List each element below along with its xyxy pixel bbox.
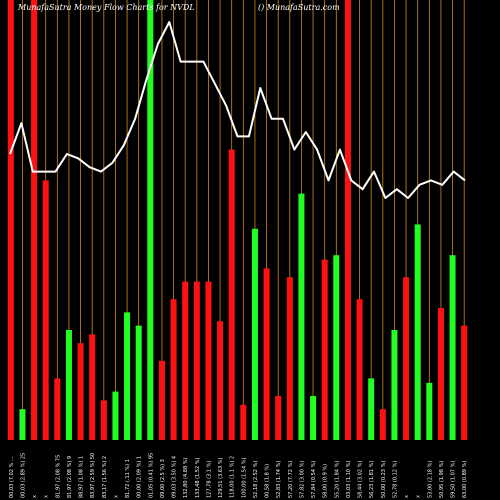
flow-bar bbox=[344, 0, 351, 440]
flow-bar bbox=[310, 396, 317, 440]
x-tick-label: 58,44 (3.02 %) bbox=[358, 461, 364, 498]
x-tick-label: 81,72 (.11 %) 1 bbox=[125, 459, 131, 498]
x-tick-label: 56,23 (1.81 %) bbox=[369, 461, 375, 498]
x-tick-label: 100,00 (1.54 %) bbox=[241, 457, 247, 498]
x-tick-label: 50,95 (1.98 %) bbox=[439, 461, 445, 498]
flow-bar bbox=[124, 312, 131, 440]
flow-bar bbox=[286, 277, 293, 440]
flow-bar bbox=[379, 409, 386, 440]
x-tick-label: 09,03 (3.50 %) 4 bbox=[172, 456, 178, 498]
flow-bar bbox=[65, 330, 72, 440]
x-tick-label: 83,17 (1.56 %) 2 bbox=[102, 456, 108, 498]
x-tick-label: 59,50 (1.07 %) bbox=[451, 461, 457, 498]
x-tick-label: 57,20 (7.72 %) bbox=[288, 461, 294, 498]
flow-bar bbox=[217, 321, 224, 440]
flow-bar bbox=[403, 277, 410, 440]
x-tick-label: 55,20 (1.84 %) bbox=[334, 461, 340, 498]
x-tick-label: 09,00 (2.5 %) 3 bbox=[160, 459, 166, 498]
flow-bar bbox=[193, 281, 200, 440]
x-tick-label: 50,00 (0.23 %) bbox=[381, 461, 387, 498]
flow-bar bbox=[298, 193, 305, 440]
flow-bar bbox=[112, 391, 119, 440]
flow-bar bbox=[263, 268, 270, 440]
x-tick-label: 58,00 (0.9 %) bbox=[323, 464, 329, 498]
flow-bar bbox=[42, 180, 49, 440]
flow-bar bbox=[426, 382, 433, 440]
x-tick-label: 01,05 (0.41 %) 95 bbox=[148, 453, 154, 498]
x-axis-tick-labels: 00,03 (7.02 % ... 00,03 (2.89 %) 25 x x 81,9… bbox=[9, 453, 468, 498]
flow-bar bbox=[89, 334, 96, 440]
x-tick-label: 132,80 (4.88 %) bbox=[183, 457, 189, 498]
flow-trend-line bbox=[9, 21, 466, 199]
flow-bar bbox=[54, 378, 61, 440]
x-tick-label: 57,84 (0.54 %) bbox=[311, 461, 317, 498]
flow-bar bbox=[170, 299, 177, 440]
x-tick-label: 118,00 (1.1 %) 2 bbox=[230, 456, 236, 498]
flow-bar bbox=[449, 255, 456, 440]
flow-bar bbox=[437, 308, 444, 440]
flow-bar bbox=[19, 409, 26, 440]
flow-bar bbox=[228, 149, 235, 440]
x-tick-label: 129,51 (3.63 %) bbox=[218, 457, 224, 498]
x-tick-label: 53,00 (2.18 %) bbox=[427, 461, 433, 498]
flow-bar bbox=[182, 281, 189, 440]
x-tick-label: 88,97 (1.08 %) 1 bbox=[79, 456, 85, 498]
x-tick-label: x bbox=[416, 495, 422, 498]
x-tick-label: 03,03 (1.10 %) bbox=[346, 461, 352, 498]
flow-bar bbox=[368, 378, 375, 440]
flow-bar bbox=[7, 0, 14, 440]
x-tick-label: x bbox=[404, 495, 410, 498]
x-tick-label: 81,97 (2.08 %) 9 bbox=[67, 456, 73, 498]
flow-bar bbox=[147, 0, 154, 440]
flow-bar bbox=[135, 325, 142, 440]
x-tick-label: 57,82 (3.00 %) bbox=[299, 461, 305, 498]
watermark-text: () MunafaSutra.com bbox=[258, 3, 340, 12]
x-tick-label: 63,00 (0.89 %) bbox=[462, 461, 468, 498]
x-tick-label: x bbox=[113, 495, 119, 498]
x-tick-label: 52,83 (1.74 %) bbox=[276, 461, 282, 498]
flow-bar bbox=[461, 325, 468, 440]
x-tick-label: 52,18 (2.52 %) bbox=[253, 461, 259, 498]
x-tick-label: 00,58 (1.8 %) bbox=[265, 464, 271, 498]
flow-bar bbox=[391, 330, 398, 440]
flow-bar bbox=[100, 400, 107, 440]
flow-bar bbox=[205, 281, 212, 440]
flow-bar bbox=[333, 255, 340, 440]
x-tick-label: 133,48 (1.52 %) bbox=[195, 457, 201, 498]
flow-bar bbox=[356, 299, 363, 440]
flow-bar bbox=[31, 0, 38, 440]
chart-title: MunafaSutra Money Flow Charts for NVDL bbox=[17, 3, 195, 12]
x-tick-label: 83,97 (2.59 %) 50 bbox=[90, 453, 96, 498]
x-tick-label: 00,03 (7.02 % ... bbox=[9, 456, 15, 498]
x-tick-label: 00,00 (2.09 %) 1 bbox=[137, 456, 143, 498]
flow-bar bbox=[321, 259, 328, 440]
x-tick-label: 127,78 (3.1 %) bbox=[206, 461, 212, 498]
x-tick-label: 52,78 (0.12 %) bbox=[392, 461, 398, 498]
flow-bar bbox=[240, 404, 247, 440]
x-tick-label: 00,03 (2.89 %) 25 bbox=[20, 453, 26, 498]
x-tick-label: x bbox=[32, 495, 38, 498]
flow-bar bbox=[414, 224, 421, 440]
flow-bars bbox=[7, 0, 468, 440]
x-tick-label: x bbox=[44, 495, 50, 498]
flow-bar bbox=[275, 396, 282, 440]
flow-bar bbox=[77, 343, 84, 440]
x-tick-label: 81,97 (2.08 % 75 bbox=[55, 455, 61, 498]
flow-bar bbox=[251, 228, 258, 440]
flow-bar bbox=[158, 360, 165, 440]
